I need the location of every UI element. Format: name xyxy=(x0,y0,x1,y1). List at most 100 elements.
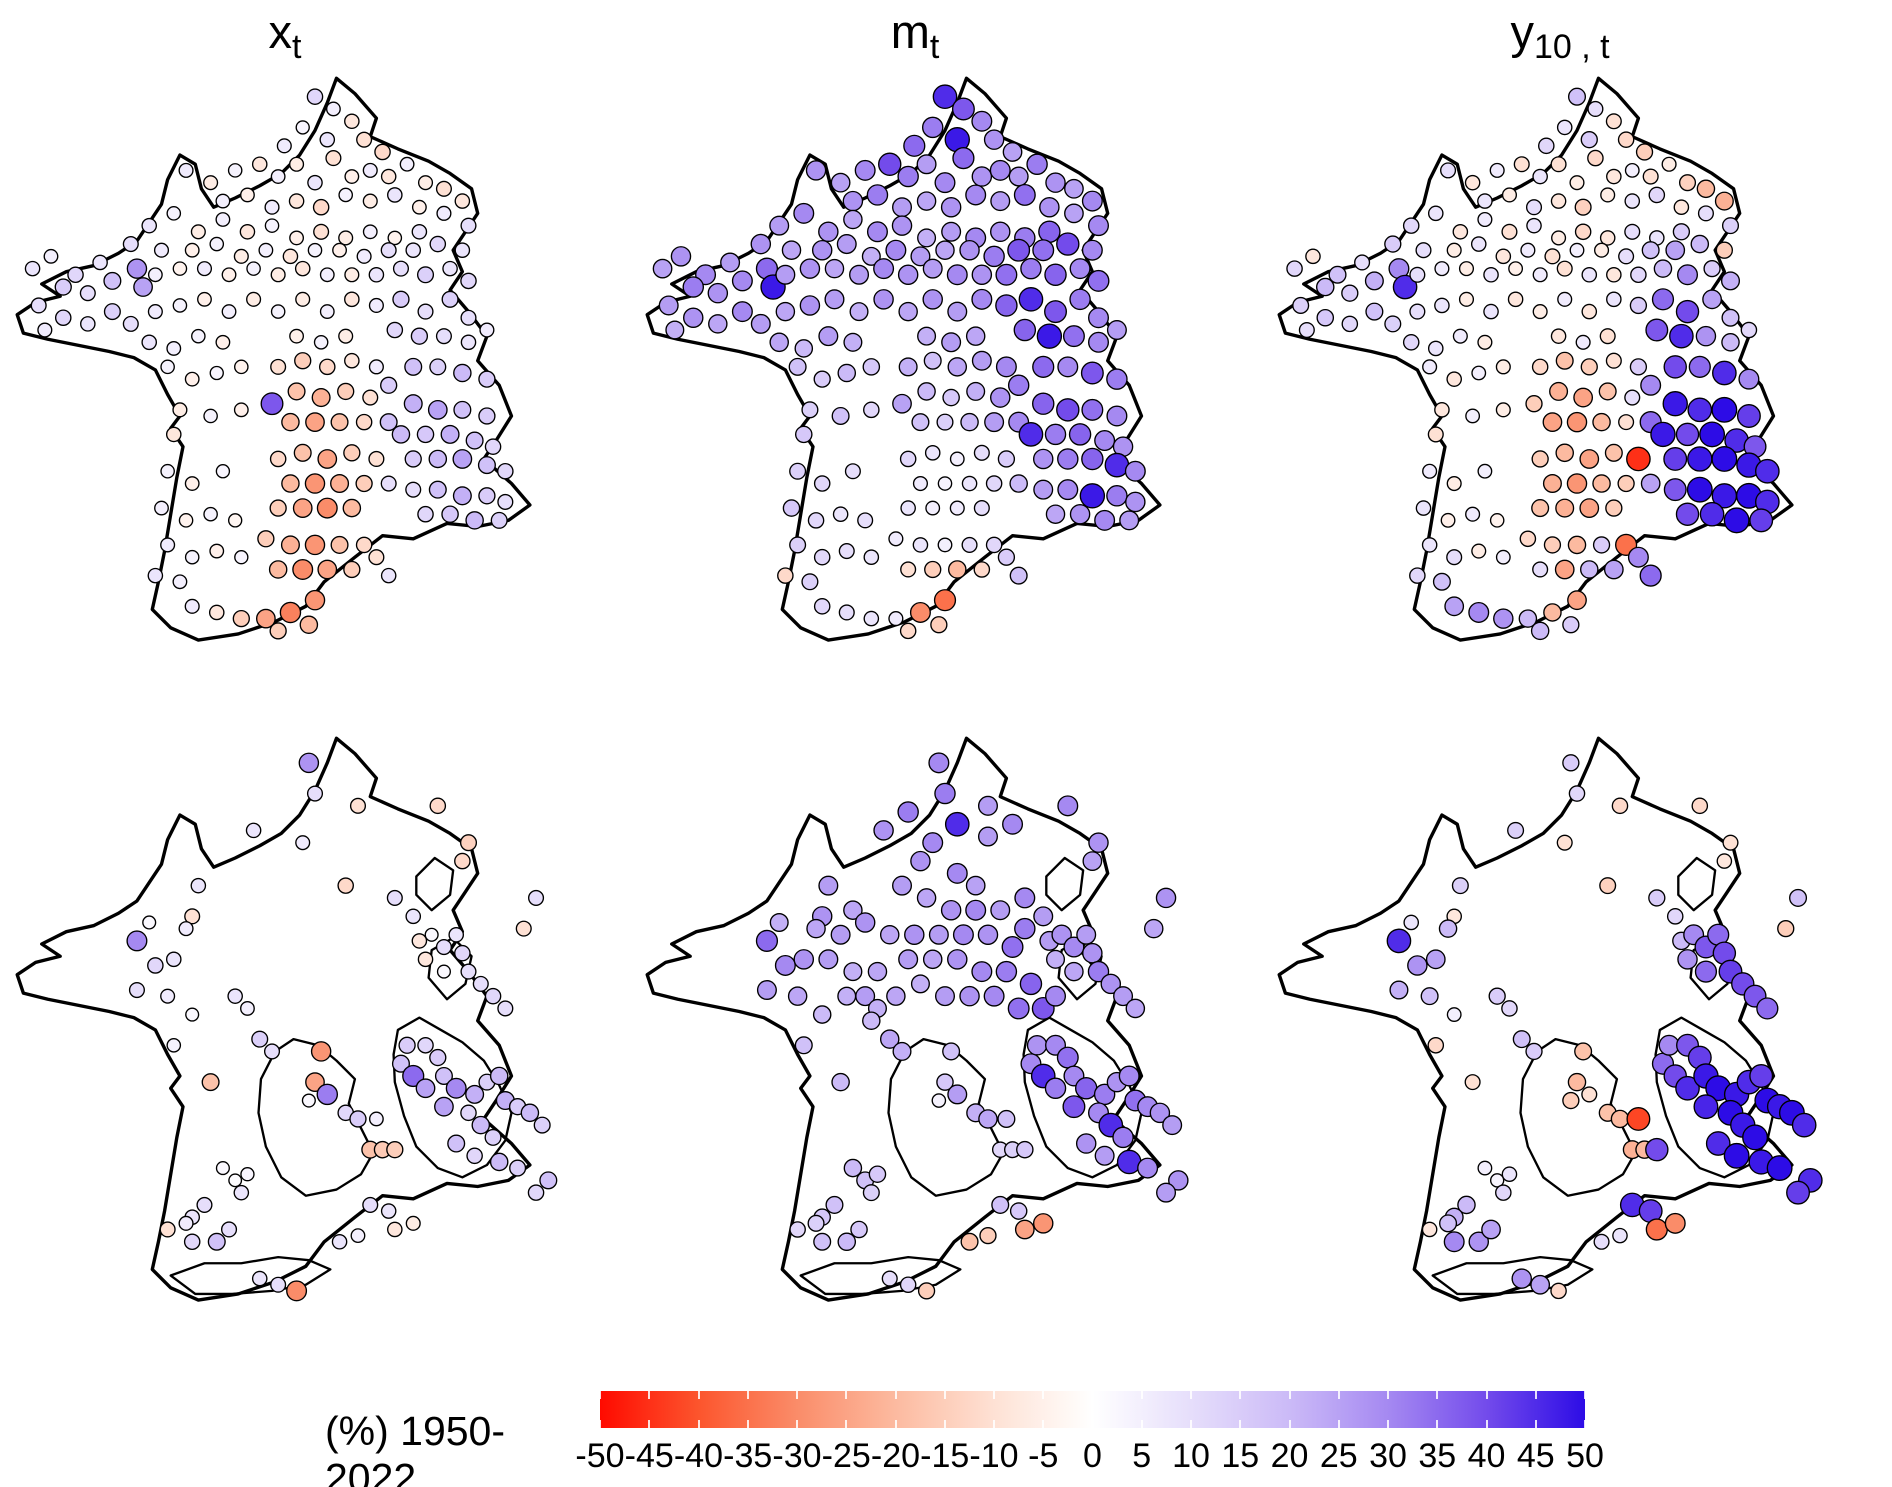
station-dot xyxy=(1087,269,1110,292)
station-dot xyxy=(362,193,378,209)
station-dot xyxy=(1434,261,1450,277)
station-dot xyxy=(1464,1074,1481,1091)
station-dot xyxy=(337,382,355,401)
station-dot xyxy=(941,221,962,242)
station-dot xyxy=(899,622,917,640)
station-dot xyxy=(801,401,819,419)
station-dot xyxy=(1495,248,1512,265)
station-dot xyxy=(1409,567,1426,584)
station-dot xyxy=(434,1096,454,1117)
station-dot xyxy=(368,1111,384,1127)
station-dot xyxy=(937,537,953,553)
colorbar-tick-mark xyxy=(796,1420,798,1428)
station-dot xyxy=(936,413,954,431)
station-dot xyxy=(349,797,367,814)
station-dot xyxy=(1699,501,1725,527)
station-dot xyxy=(147,304,163,320)
station-dot xyxy=(836,234,857,255)
station-dot xyxy=(777,567,794,584)
colorbar-tick-mark xyxy=(1091,1391,1094,1399)
station-dot xyxy=(1716,853,1733,869)
station-dot xyxy=(965,899,987,921)
station-dot xyxy=(1014,1219,1035,1240)
colorbar-tick-mark xyxy=(943,1420,946,1428)
colorbar-tick-label: -50 xyxy=(575,1437,625,1475)
france-outline xyxy=(15,76,532,642)
station-dot xyxy=(924,560,942,579)
station-dot xyxy=(1694,960,1718,983)
colorbar-tick-mark xyxy=(697,1420,700,1428)
station-dot xyxy=(380,475,397,492)
station-dot xyxy=(215,334,231,350)
station-dot xyxy=(1002,142,1023,162)
station-dot xyxy=(873,258,895,280)
station-dot xyxy=(966,381,986,401)
station-dot xyxy=(831,1072,850,1092)
station-dot xyxy=(1007,997,1030,1020)
station-dot xyxy=(1033,906,1054,927)
station-dot xyxy=(971,264,993,286)
station-dot xyxy=(1081,190,1103,212)
station-dot xyxy=(1648,889,1666,907)
station-dot xyxy=(539,1171,558,1190)
station-dot xyxy=(453,363,472,383)
station-dot xyxy=(1477,463,1493,479)
colorbar-tick-label: 45 xyxy=(1516,1437,1555,1475)
station-dot xyxy=(934,986,956,1007)
colorbar-tick-mark xyxy=(993,1420,995,1428)
colorbar-tick-label: -10 xyxy=(969,1437,1019,1475)
station-dot xyxy=(1575,334,1591,350)
station-dot xyxy=(1642,168,1659,185)
station-dot xyxy=(54,309,72,327)
station-dot xyxy=(1057,479,1079,501)
station-dot xyxy=(1488,987,1506,1005)
station-dot xyxy=(1569,242,1585,258)
station-dot xyxy=(344,267,360,283)
station-dot xyxy=(965,875,986,896)
station-dot xyxy=(942,1042,961,1061)
station-dot xyxy=(264,199,280,215)
station-dot xyxy=(1662,390,1688,417)
station-dot xyxy=(1749,508,1774,533)
station-dot xyxy=(979,1226,997,1245)
station-dot xyxy=(1687,446,1713,472)
station-dot xyxy=(1720,271,1741,291)
station-dot xyxy=(1599,230,1616,246)
station-dot xyxy=(405,242,422,258)
station-dot xyxy=(824,258,845,279)
station-dot xyxy=(961,475,978,492)
massif-contour xyxy=(415,856,455,912)
station-dot xyxy=(484,438,502,455)
station-dot xyxy=(1612,1227,1628,1244)
massif-contour xyxy=(169,1255,332,1296)
station-dot xyxy=(1605,499,1623,517)
station-dot xyxy=(928,752,950,774)
station-dot xyxy=(1550,1282,1567,1300)
station-dot xyxy=(442,260,458,277)
station-dot xyxy=(386,889,403,906)
station-dot xyxy=(990,191,1011,212)
station-dot xyxy=(1645,1218,1668,1241)
station-dot xyxy=(1125,491,1146,513)
station-dot xyxy=(1094,1145,1115,1166)
station-dot xyxy=(837,986,857,1006)
station-dot xyxy=(330,474,350,494)
station-dot xyxy=(197,291,212,307)
station-dot xyxy=(813,475,831,492)
station-dot xyxy=(1106,368,1128,390)
france-map-svg xyxy=(1277,76,1794,642)
station-dot xyxy=(1705,1131,1731,1156)
station-dot xyxy=(1156,1182,1177,1203)
station-dot xyxy=(1427,426,1444,443)
station-dot xyxy=(983,985,1005,1007)
station-dot xyxy=(410,327,429,345)
station-dot xyxy=(460,309,477,326)
station-dot xyxy=(318,358,336,376)
station-dot xyxy=(1677,949,1698,970)
station-dot xyxy=(489,1066,509,1086)
station-dot xyxy=(165,426,182,443)
station-dot xyxy=(428,449,448,469)
station-dot xyxy=(313,334,329,350)
station-dot xyxy=(897,801,919,823)
station-dot xyxy=(1624,389,1641,406)
